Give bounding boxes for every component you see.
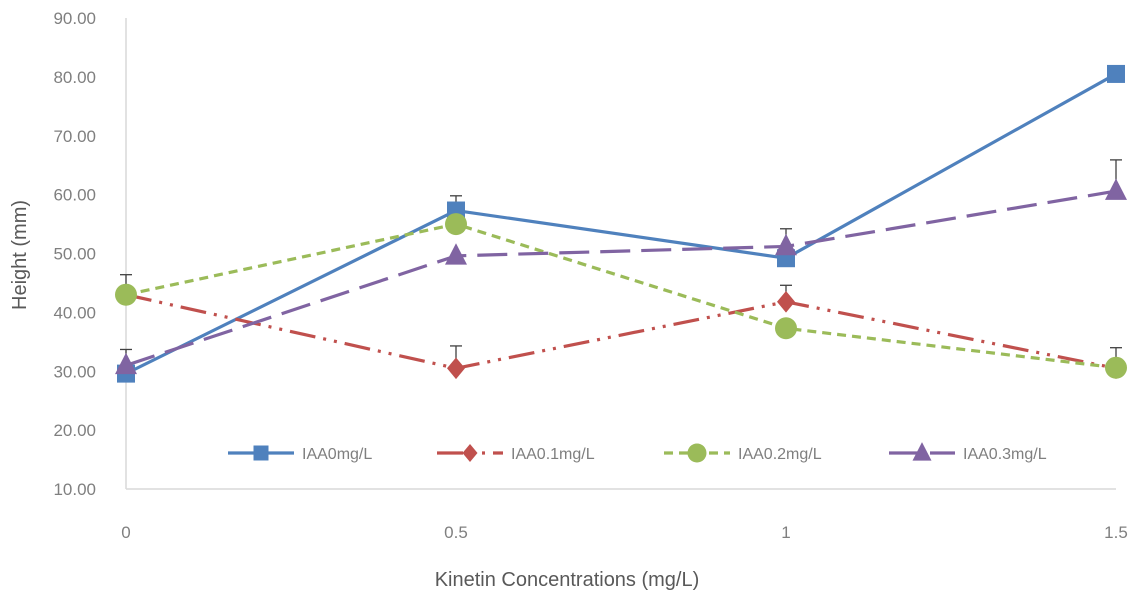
y-tick-label: 10.00 [53, 480, 96, 499]
data-point [775, 233, 797, 256]
series-line [125, 222, 1117, 370]
x-axis-title: Kinetin Concentrations (mg/L) [435, 569, 700, 591]
data-point [445, 213, 467, 236]
legend-label: IAA0mg/L [302, 446, 372, 463]
series-iaa0-1mg-l [117, 274, 1125, 380]
y-axis-title: Height (mm) [9, 200, 31, 310]
x-tick-label: 0.5 [444, 523, 468, 542]
data-point [1105, 356, 1127, 379]
y-tick-label: 70.00 [53, 127, 96, 146]
data-point [1107, 64, 1125, 83]
series-line [125, 293, 1117, 370]
y-tick-label: 30.00 [53, 362, 96, 381]
data-point [775, 317, 797, 340]
data-point [1105, 178, 1127, 200]
series-group [115, 64, 1127, 383]
data-point [115, 352, 137, 375]
legend-label: IAA0.3mg/L [963, 446, 1047, 463]
x-axis: 0 0.5 1 1.5 [121, 488, 1128, 542]
legend-item: IAA0mg/L [228, 445, 372, 463]
y-tick-label: 60.00 [53, 186, 96, 205]
y-tick-label: 50.00 [53, 245, 96, 264]
legend-item: IAA0.3mg/L [889, 442, 1047, 463]
data-point [115, 283, 137, 306]
x-tick-label: 1.5 [1104, 523, 1128, 542]
series-iaa0-2mg-l [115, 213, 1127, 379]
legend-label: IAA0.1mg/L [511, 446, 595, 463]
data-point [777, 290, 795, 313]
data-point [447, 357, 465, 380]
data-point [687, 443, 707, 463]
y-tick-label: 40.00 [53, 303, 96, 322]
series-line [125, 72, 1117, 376]
legend-item: IAA0.1mg/L [437, 444, 595, 463]
series-iaa0-3mg-l [115, 159, 1127, 375]
x-tick-label: 0 [121, 523, 130, 542]
y-axis: 10.00 20.00 30.00 40.00 50.00 60.00 70.00 80.00… [53, 9, 127, 499]
x-tick-label: 1 [781, 523, 790, 542]
y-tick-label: 20.00 [53, 421, 96, 440]
y-tick-label: 80.00 [53, 68, 96, 87]
series-line [125, 189, 1117, 367]
data-point [253, 445, 269, 461]
y-tick-label: 90.00 [53, 9, 96, 28]
legend: IAA0mg/L IAA0.1mg/L IAA0.2mg/L IAA0.3mg/L [228, 442, 1047, 463]
data-point [445, 243, 467, 265]
legend-item: IAA0.2mg/L [664, 443, 822, 463]
data-point [912, 442, 932, 461]
legend-label: IAA0.2mg/L [738, 446, 822, 463]
data-point [462, 444, 478, 462]
